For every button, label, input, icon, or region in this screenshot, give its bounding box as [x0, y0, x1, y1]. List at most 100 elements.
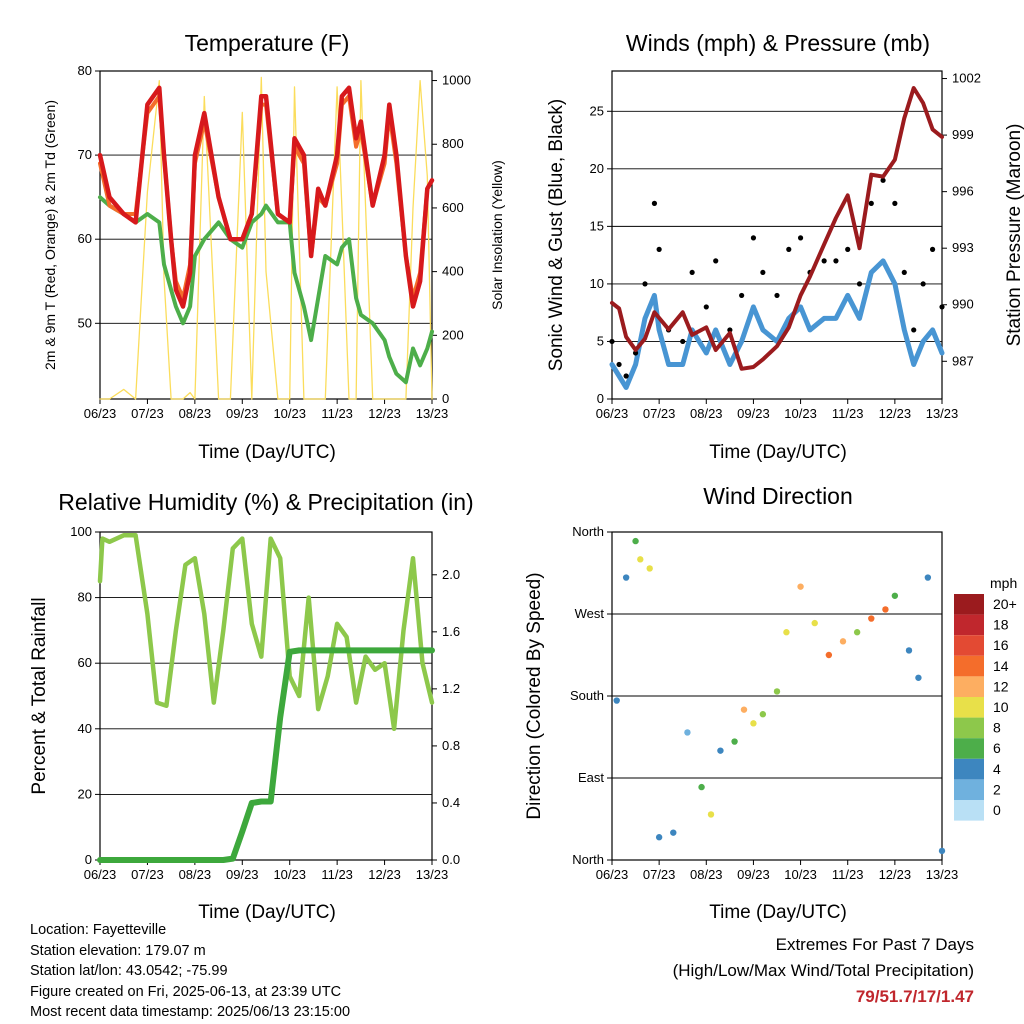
station-location: Location: Fayetteville — [30, 922, 167, 938]
wind-direction-x-tick-label: 10/23 — [784, 867, 817, 882]
wind-direction-point — [717, 747, 724, 754]
wind-speed-legend: 20+ 18 16 14 12 10 8 6 4 2 0 — [954, 594, 1017, 821]
pressure-y-axis-label: Station Pressure (Maroon) — [1004, 124, 1024, 347]
gust-point — [868, 200, 874, 206]
humidity-x-tick-label: 08/23 — [179, 867, 212, 882]
temperature-y2-tick-label: 800 — [442, 136, 464, 151]
humidity-y2-tick-label: 0.0 — [442, 852, 460, 867]
wind-direction-x-axis-label: Time (Day/UTC) — [709, 902, 847, 923]
gust-point — [739, 292, 745, 299]
wind-direction-point — [938, 847, 946, 855]
gust-point — [901, 269, 907, 276]
insolation-y-axis-label: Solar Insolation (Yellow) — [489, 160, 505, 310]
wind-direction-y-axis-label: Direction (Colored By Speed) — [524, 572, 545, 819]
humidity-x-tick-label: 06/23 — [84, 867, 117, 882]
gust-point — [939, 304, 945, 310]
legend-swatch — [954, 758, 984, 780]
figure-created: Figure created on Fri, 2025-06-13, at 23… — [30, 983, 342, 1000]
legend-label: 18 — [993, 617, 1009, 633]
humidity-x-tick-label: 12/23 — [368, 867, 401, 882]
winds-y-tick-label: 15 — [590, 218, 604, 233]
legend-label: 8 — [993, 720, 1001, 736]
legend-swatch — [954, 738, 984, 759]
wind-direction-y-tick-label: East — [578, 770, 604, 785]
wind-direction-point — [698, 783, 705, 791]
temperature-x-tick-label: 13/23 — [416, 406, 449, 421]
gust-point — [689, 269, 695, 276]
legend-swatch — [954, 717, 984, 739]
winds-y-tick-label: 5 — [597, 333, 604, 348]
humidity-x-tick-label: 11/23 — [321, 867, 353, 882]
gust-point — [892, 200, 898, 206]
winds-y-tick-label: 0 — [597, 391, 604, 406]
temperature-y-tick-label: 70 — [78, 147, 92, 162]
wind-direction-point — [759, 711, 767, 718]
winds-chart-title: Winds (mph) & Pressure (mb) — [626, 30, 930, 56]
gust-point — [760, 269, 766, 276]
sonic-wind-line — [609, 258, 945, 390]
humidity-y-tick-label: 20 — [78, 786, 92, 801]
wind-direction-point — [632, 537, 639, 545]
temperature-chart-title: Temperature (F) — [185, 30, 350, 56]
temperature-y-tick-label: 50 — [78, 315, 92, 330]
winds-x-tick-label: 07/23 — [643, 406, 676, 421]
insolation-line — [99, 76, 433, 400]
humidity-x-tick-label: 10/23 — [273, 867, 306, 882]
gust-point — [656, 246, 662, 252]
wind-direction-point — [811, 619, 818, 627]
humidity-y-tick-label: 0 — [85, 852, 92, 867]
humidity-x-axis-label: Time (Day/UTC) — [198, 902, 336, 923]
winds-x-tick-label: 11/23 — [832, 406, 864, 421]
station-elevation: Station elevation: 179.07 m — [30, 942, 206, 959]
gust-point — [703, 304, 709, 310]
wind-direction-point — [891, 592, 899, 599]
gust-point — [920, 281, 926, 287]
gust-point — [750, 235, 757, 241]
wind-direction-point — [750, 720, 757, 727]
wind-direction-point — [684, 729, 691, 736]
temperature-x-axis-label: Time (Day/UTC) — [198, 442, 336, 463]
humidity-y-tick-label: 60 — [78, 655, 92, 670]
gust-point — [929, 246, 936, 252]
humidity-y2-tick-label: 1.2 — [442, 681, 460, 696]
temperature-y2-tick-label: 400 — [442, 264, 464, 279]
gust-point — [911, 327, 917, 333]
extremes-subheading: (High/Low/Max Wind/Total Precipitation) — [672, 961, 974, 980]
winds-y2-tick-label: 996 — [952, 184, 974, 199]
gust-point — [713, 258, 719, 264]
gust-point — [786, 246, 792, 252]
wind-direction-point — [924, 574, 932, 581]
humidity-y-tick-label: 100 — [70, 524, 92, 539]
gust-point — [856, 281, 863, 287]
gust-point — [797, 235, 804, 241]
temperature-x-tick-label: 10/23 — [273, 406, 306, 421]
station-latlon: Station lat/lon: 43.0542; -75.99 — [30, 963, 228, 979]
extremes-values: 79/51.7/17/1.47 — [855, 987, 974, 1006]
wind-direction-point — [905, 647, 913, 654]
wind-direction-x-tick-label: 07/23 — [643, 867, 676, 882]
temperature-x-tick-label: 12/23 — [368, 406, 401, 421]
wind-direction-point — [637, 556, 644, 563]
gust-point — [680, 338, 686, 345]
winds-x-tick-label: 13/23 — [926, 406, 959, 421]
extremes-summary: Extremes For Past 7 Days (High/Low/Max W… — [673, 932, 974, 1010]
winds-y-tick-label: 10 — [590, 276, 604, 291]
legend-label: 0 — [993, 802, 1001, 818]
wind-direction-point — [825, 651, 833, 659]
wind-direction-point — [868, 615, 875, 622]
winds-y-axis-label: Sonic Wind & Gust (Blue, Black) — [546, 99, 567, 371]
legend-swatch — [954, 614, 984, 636]
temperature-plot-frame — [99, 70, 433, 400]
winds-y2-tick-label: 990 — [952, 297, 974, 312]
gust-point — [623, 373, 629, 379]
legend-label: 10 — [993, 699, 1009, 715]
recent-timestamp: Most recent data timestamp: 2025/06/13 2… — [30, 1004, 351, 1020]
temperature-y-axis-label: 2m & 9m T (Red, Orange) & 2m Td (Green) — [42, 100, 58, 370]
station-info: Location: Fayetteville Station elevation… — [30, 920, 350, 1023]
wind-direction-x-tick-label: 09/23 — [737, 867, 770, 882]
winds-y2-tick-label: 999 — [952, 127, 974, 142]
temperature-x-tick-label: 11/23 — [321, 406, 353, 421]
pressure-line — [610, 86, 944, 371]
winds-x-tick-label: 09/23 — [737, 406, 770, 421]
